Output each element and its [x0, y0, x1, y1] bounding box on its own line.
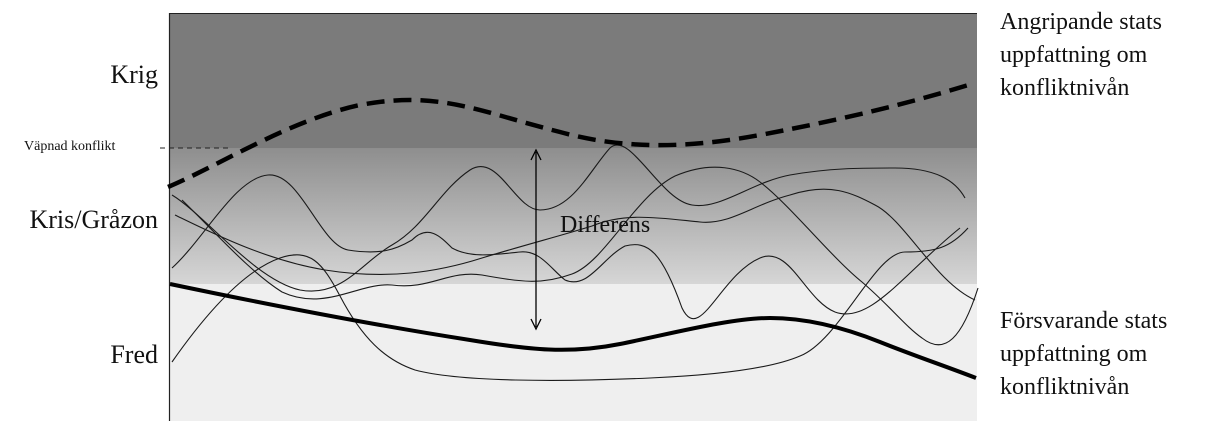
fluctuation-curve-1 — [171, 174, 961, 320]
attacker-perception-label: Angripande stats uppfattning om konflikt… — [1000, 6, 1200, 105]
level-label-fred: Fred — [110, 340, 158, 369]
level-label-krig: Krig — [110, 60, 158, 89]
attacker-label-line-2: uppfattning om — [1000, 42, 1148, 68]
fluctuation-curve-5 — [181, 166, 979, 346]
attacker-perception-curve — [167, 80, 976, 190]
fluctuation-curve-4 — [171, 227, 969, 381]
defender-perception-label: Försvarande stats uppfattning om konflik… — [1000, 305, 1200, 404]
difference-arrow — [530, 148, 542, 331]
defender-label-line-3: konfliktnivån — [1000, 374, 1130, 400]
fluctuation-curve-3 — [171, 144, 966, 292]
peace-zone — [169, 284, 977, 421]
difference-label: Differens — [560, 212, 651, 238]
level-label-kris-grazon: Kris/Gråzon — [29, 205, 158, 234]
gray-zone — [169, 148, 977, 284]
defender-perception-curve — [169, 282, 977, 380]
fluctuation-curve-2 — [174, 188, 976, 301]
fluctuation-curves — [171, 144, 979, 381]
defender-label-line-2: uppfattning om — [1000, 341, 1148, 367]
attacker-label-line-1: Angripande stats — [1000, 9, 1162, 35]
attacker-label-line-3: konfliktnivån — [1000, 75, 1130, 101]
defender-label-line-1: Försvarande stats — [1000, 308, 1168, 334]
war-zone — [169, 13, 977, 148]
level-label-vapnad-konflikt: Väpnad konflikt — [24, 139, 116, 154]
